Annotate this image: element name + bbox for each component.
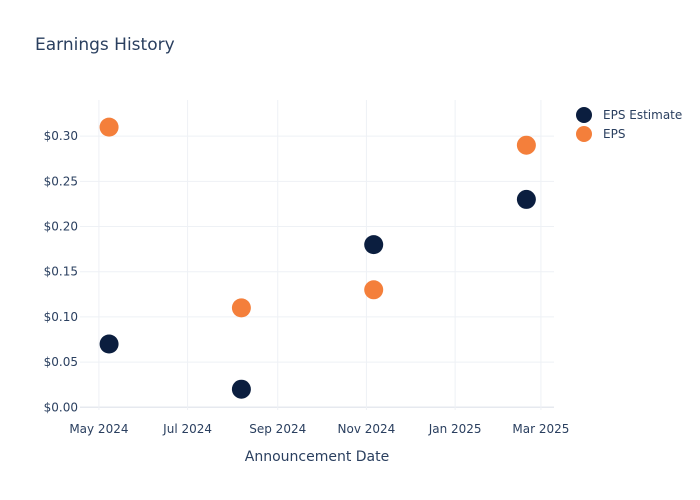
x-tick-label: Jan 2025 bbox=[428, 422, 482, 436]
legend: EPS Estimate EPS bbox=[576, 107, 682, 142]
eps-point[interactable] bbox=[99, 117, 119, 137]
eps-point[interactable] bbox=[516, 135, 536, 155]
x-axis-ticks: May 2024 Jul 2024 Sep 2024 Nov 2024 Jan 2025… bbox=[69, 422, 569, 436]
grid-lines bbox=[80, 100, 554, 410]
eps-estimate-point[interactable] bbox=[516, 189, 536, 209]
legend-marker bbox=[576, 107, 592, 123]
eps-point[interactable] bbox=[231, 298, 251, 318]
y-tick-label: $0.20 bbox=[44, 220, 78, 234]
x-tick-label: Jul 2024 bbox=[162, 422, 212, 436]
y-tick-label: $0.30 bbox=[44, 129, 78, 143]
y-tick-label: $0.25 bbox=[44, 174, 78, 188]
chart-title: Earnings History bbox=[35, 35, 175, 55]
eps-point[interactable] bbox=[364, 280, 384, 300]
y-tick-label: $0.05 bbox=[44, 355, 78, 369]
data-points bbox=[99, 117, 536, 399]
eps-estimate-point[interactable] bbox=[231, 379, 251, 399]
x-tick-label: Sep 2024 bbox=[249, 422, 306, 436]
legend-label[interactable]: EPS bbox=[603, 127, 625, 141]
eps-estimate-point[interactable] bbox=[364, 235, 384, 255]
y-axis-ticks: $0.00 $0.05 $0.10 $0.15 $0.20 $0.25 $0.30 bbox=[44, 129, 78, 414]
x-axis-title: Announcement Date bbox=[245, 449, 389, 465]
x-tick-label: May 2024 bbox=[69, 422, 128, 436]
eps-estimate-point[interactable] bbox=[99, 334, 119, 354]
y-tick-label: $0.15 bbox=[44, 265, 78, 279]
y-tick-label: $0.10 bbox=[44, 310, 78, 324]
x-tick-label: Mar 2025 bbox=[512, 422, 569, 436]
legend-label[interactable]: EPS Estimate bbox=[603, 108, 682, 122]
x-tick-label: Nov 2024 bbox=[338, 422, 396, 436]
legend-marker bbox=[576, 126, 592, 142]
y-tick-label: $0.00 bbox=[44, 400, 78, 414]
